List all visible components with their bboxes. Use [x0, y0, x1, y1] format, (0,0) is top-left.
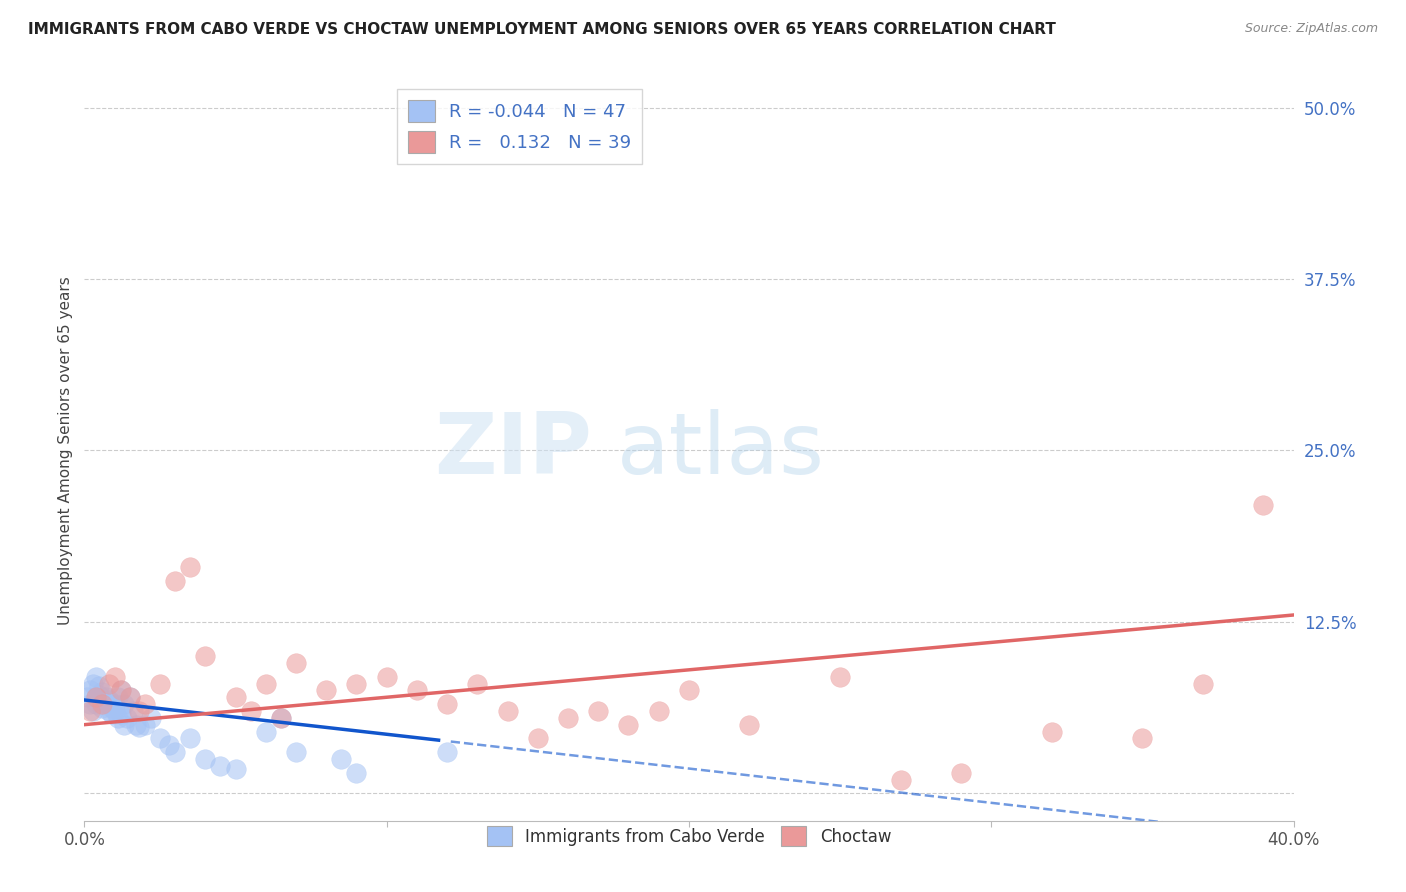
Point	[165, 574, 187, 588]
Point	[97, 704, 120, 718]
Point	[110, 683, 132, 698]
Point	[678, 683, 700, 698]
Point	[890, 772, 912, 787]
Point	[104, 670, 127, 684]
Point	[330, 752, 353, 766]
Point	[149, 731, 172, 746]
Point	[86, 670, 108, 684]
Point	[86, 690, 108, 705]
Point	[225, 762, 247, 776]
Point	[110, 683, 132, 698]
Point	[125, 717, 148, 731]
Point	[467, 676, 489, 690]
Point	[315, 683, 337, 698]
Point	[270, 711, 292, 725]
Point	[82, 676, 104, 690]
Point	[239, 704, 262, 718]
Point	[406, 683, 429, 698]
Point	[91, 697, 114, 711]
Point	[285, 745, 308, 759]
Point	[165, 745, 187, 759]
Point	[346, 676, 368, 690]
Text: Source: ZipAtlas.com: Source: ZipAtlas.com	[1244, 22, 1378, 36]
Point	[588, 704, 610, 718]
Point	[254, 676, 277, 690]
Point	[100, 701, 122, 715]
Point	[104, 704, 127, 718]
Y-axis label: Unemployment Among Seniors over 65 years: Unemployment Among Seniors over 65 years	[58, 277, 73, 624]
Point	[121, 704, 143, 718]
Point	[194, 649, 217, 664]
Point	[118, 690, 141, 705]
Point	[1192, 676, 1215, 690]
Point	[1040, 724, 1063, 739]
Point	[375, 670, 398, 684]
Point	[128, 704, 150, 718]
Point	[97, 693, 120, 707]
Point	[648, 704, 671, 718]
Point	[128, 720, 150, 734]
Point	[194, 752, 217, 766]
Point	[1253, 498, 1275, 512]
Point	[1130, 731, 1153, 746]
Point	[830, 670, 852, 684]
Point	[134, 697, 156, 711]
Point	[496, 704, 519, 718]
Point	[346, 765, 368, 780]
Point	[110, 706, 132, 721]
Point	[107, 690, 129, 705]
Point	[79, 683, 101, 698]
Point	[270, 711, 292, 725]
Point	[94, 696, 117, 710]
Point	[436, 745, 458, 759]
Point	[134, 717, 156, 731]
Point	[139, 711, 162, 725]
Point	[107, 711, 129, 725]
Point	[557, 711, 579, 725]
Point	[179, 560, 201, 574]
Point	[100, 706, 122, 721]
Text: atlas: atlas	[616, 409, 824, 492]
Legend: Immigrants from Cabo Verde, Choctaw: Immigrants from Cabo Verde, Choctaw	[479, 820, 898, 853]
Point	[738, 717, 761, 731]
Point	[149, 676, 172, 690]
Point	[94, 690, 117, 705]
Point	[91, 685, 114, 699]
Point	[86, 697, 108, 711]
Text: ZIP: ZIP	[434, 409, 592, 492]
Point	[79, 704, 101, 718]
Point	[97, 676, 120, 690]
Point	[225, 690, 247, 705]
Point	[86, 690, 108, 705]
Point	[82, 704, 104, 718]
Point	[89, 688, 111, 702]
Point	[76, 690, 98, 705]
Point	[157, 738, 180, 752]
Point	[104, 697, 127, 711]
Point	[91, 701, 114, 715]
Point	[179, 731, 201, 746]
Point	[285, 656, 308, 670]
Point	[89, 693, 111, 707]
Point	[112, 717, 135, 731]
Point	[79, 697, 101, 711]
Text: IMMIGRANTS FROM CABO VERDE VS CHOCTAW UNEMPLOYMENT AMONG SENIORS OVER 65 YEARS C: IMMIGRANTS FROM CABO VERDE VS CHOCTAW UN…	[28, 22, 1056, 37]
Point	[89, 679, 111, 693]
Point	[209, 759, 232, 773]
Point	[115, 711, 138, 725]
Point	[254, 724, 277, 739]
Point	[436, 697, 458, 711]
Point	[617, 717, 640, 731]
Point	[112, 697, 135, 711]
Point	[118, 690, 141, 705]
Point	[527, 731, 550, 746]
Point	[950, 765, 973, 780]
